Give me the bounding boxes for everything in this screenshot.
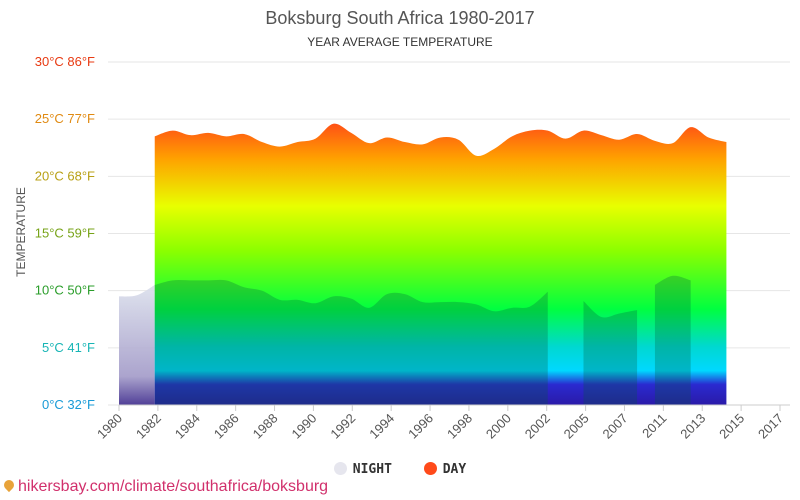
night-area-early xyxy=(119,284,155,405)
legend-item-night[interactable]: NIGHT xyxy=(333,462,392,477)
day-area xyxy=(154,123,727,405)
x-tick-label: 2002 xyxy=(522,411,553,442)
x-tick-label: 1998 xyxy=(444,411,475,442)
legend: NIGHT DAY xyxy=(0,462,800,477)
x-tick-label: 1994 xyxy=(366,411,397,442)
night-dot-icon xyxy=(333,462,347,475)
footer-url: hikersbay.com/climate/southafrica/boksbu… xyxy=(18,478,329,495)
y-tick-label: 0°C 32°F xyxy=(42,397,95,412)
x-tick-label: 2005 xyxy=(561,411,592,442)
x-tick-label: 2007 xyxy=(600,411,631,442)
series-areas xyxy=(119,123,727,405)
x-tick-label: 1992 xyxy=(327,411,358,442)
night-area xyxy=(583,300,638,405)
y-tick-label: 25°C 77°F xyxy=(35,111,95,126)
y-axis-label: TEMPERATURE xyxy=(14,187,28,277)
night-area xyxy=(154,279,548,405)
x-tick-label: 2017 xyxy=(755,411,786,442)
x-tick-label: 2015 xyxy=(716,411,747,442)
x-tick-label: 1982 xyxy=(133,411,164,442)
y-tick-label: 15°C 59°F xyxy=(35,226,95,241)
legend-item-day[interactable]: DAY xyxy=(423,462,467,477)
x-tick-label: 2000 xyxy=(483,411,514,442)
y-tick-label: 20°C 68°F xyxy=(35,168,95,183)
x-tick-label: 1986 xyxy=(211,411,242,442)
day-dot-icon xyxy=(423,462,437,475)
x-tick-label: 1980 xyxy=(94,411,125,442)
legend-night-label: NIGHT xyxy=(352,462,392,477)
legend-day-label: DAY xyxy=(442,462,467,477)
temperature-chart: 0°C 32°F 5°C 41°F 10°C 50°F 15°C 59°F 20°C 6… xyxy=(14,54,790,442)
x-tick-label: 2013 xyxy=(677,411,708,442)
footer-link[interactable]: hikersbay.com/climate/southafrica/boksbu… xyxy=(1,477,329,496)
x-tick-label: 1988 xyxy=(250,411,281,442)
x-tick-label: 1996 xyxy=(405,411,436,442)
chart-subtitle: YEAR AVERAGE TEMPERATURE xyxy=(307,35,493,49)
x-tick-label: 2011 xyxy=(639,411,669,441)
night-area xyxy=(654,275,691,405)
location-pin-icon xyxy=(1,477,17,493)
y-tick-label: 5°C 41°F xyxy=(42,340,95,355)
y-tick-label: 10°C 50°F xyxy=(35,283,95,298)
x-tick-label: 1990 xyxy=(288,411,319,442)
x-tick-label: 1984 xyxy=(172,411,203,442)
y-tick-label: 30°C 86°F xyxy=(35,54,95,69)
chart-title: Boksburg South Africa 1980-2017 xyxy=(265,8,535,28)
